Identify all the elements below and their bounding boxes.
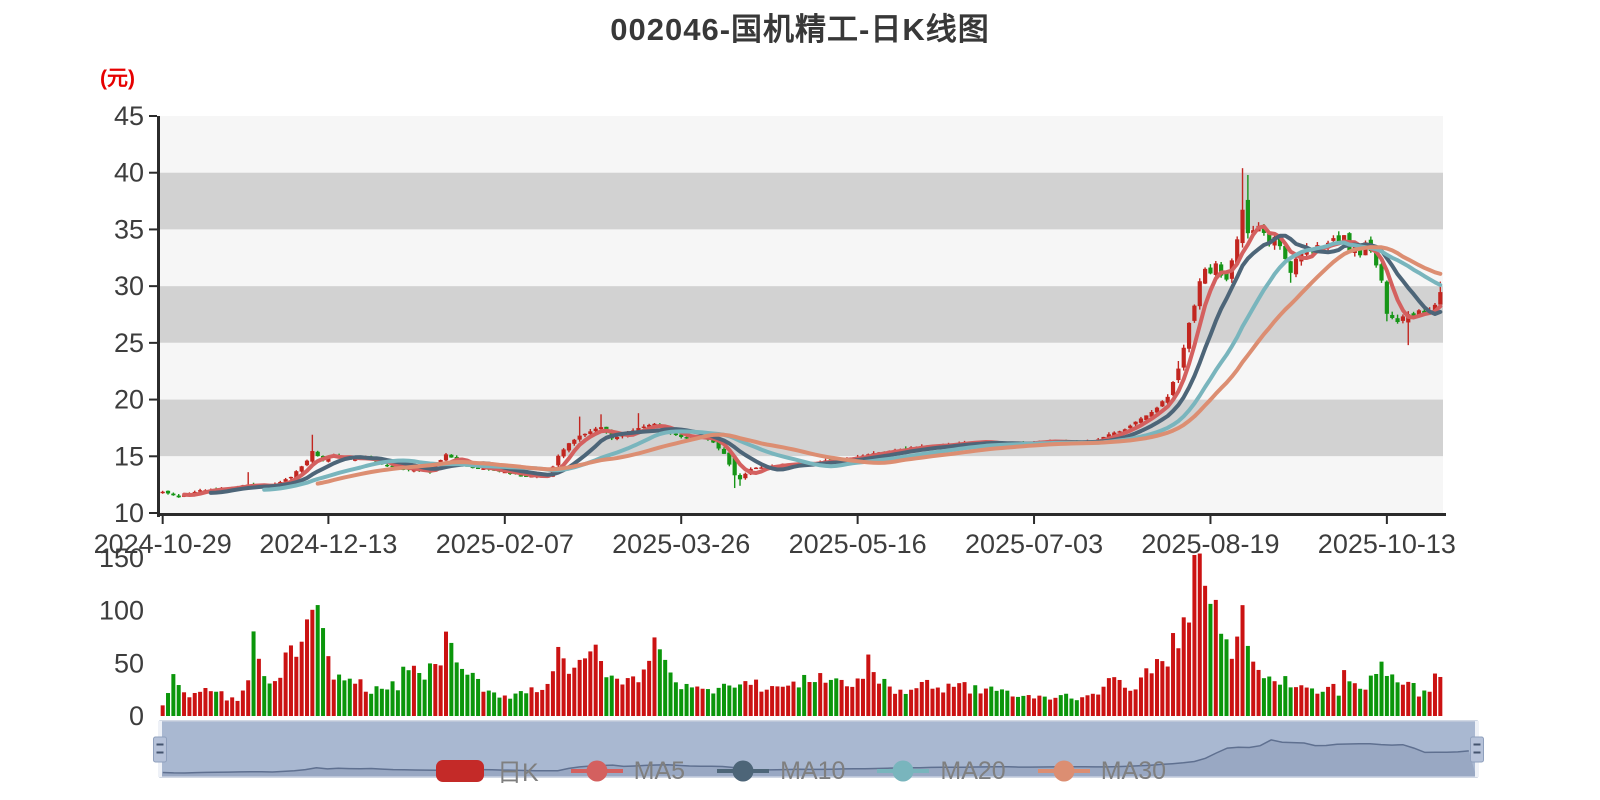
price-axis-tick-label: 35 — [114, 214, 144, 244]
x-axis-tick-label: 2025-07-03 — [965, 529, 1103, 559]
legend-item-ma5[interactable]: MA5 — [570, 756, 686, 786]
ma20-legend-marker — [877, 760, 930, 782]
x-axis-tick-label: 2025-08-19 — [1141, 529, 1279, 559]
volume-axis-tick-label: 0 — [129, 701, 144, 731]
price-axis-tick-label: 10 — [114, 498, 144, 528]
navigator-right-handle[interactable] — [1470, 736, 1484, 763]
ma30-legend-marker — [1037, 760, 1090, 782]
x-axis-tick-label: 2024-12-13 — [259, 529, 397, 559]
ma5-legend-marker — [570, 760, 623, 782]
volume-axis-tick-label: 100 — [99, 596, 144, 626]
ma30-line — [315, 245, 1443, 486]
price-unit-label: (元) — [100, 67, 135, 90]
x-axis-tick-label: 2025-03-26 — [612, 529, 750, 559]
legend-item-label: MA20 — [940, 756, 1006, 785]
price-axis-tick-label: 30 — [114, 271, 144, 301]
legend-item-ma20[interactable]: MA20 — [877, 756, 1006, 786]
price-axis-tick-label: 15 — [114, 441, 144, 471]
legend: 日K MA5 MA10 MA20 MA30 — [0, 751, 1600, 791]
price-axis-tick-label: 40 — [114, 158, 144, 188]
chart-title: 002046-国机精工-日K线图 — [610, 12, 990, 47]
navigator-outline — [162, 739, 1469, 774]
legend-item-日k[interactable]: 日K — [434, 753, 539, 789]
price-axis-tick-label: 20 — [114, 385, 144, 415]
x-axis-tick-label: 2025-10-13 — [1318, 529, 1456, 559]
price-axis-tick-label: 45 — [114, 101, 144, 131]
legend-item-ma10[interactable]: MA10 — [717, 757, 845, 786]
legend-item-label: 日K — [496, 759, 539, 787]
data-zoom-navigator[interactable] — [153, 720, 1484, 778]
legend-item-label: MA30 — [1100, 756, 1167, 785]
volume-axis-tick-label: 50 — [114, 648, 144, 678]
x-axis-tick-label: 2024-10-29 — [94, 529, 232, 559]
legend-item-label: MA5 — [633, 756, 686, 785]
kline-legend-marker — [435, 760, 484, 782]
volume-axis-tick-label: 150 — [99, 543, 144, 573]
ma10-legend-marker — [717, 760, 770, 782]
axes: 45 40 35 30 25 20 15 10 150 100 50 0 2024-10-29 2024-… — [94, 101, 1456, 731]
legend-item-ma30[interactable]: MA30 — [1037, 756, 1167, 786]
x-axis-tick-label: 2025-05-16 — [789, 529, 927, 559]
legend-item-label: MA10 — [780, 756, 846, 785]
navigator-left-handle[interactable] — [153, 736, 167, 763]
x-axis-tick-label: 2025-02-07 — [436, 529, 574, 559]
volume-chart — [160, 553, 1443, 716]
price-axis-tick-label: 25 — [114, 328, 144, 358]
navigator-area — [161, 739, 1476, 776]
ma20-line — [262, 240, 1443, 492]
